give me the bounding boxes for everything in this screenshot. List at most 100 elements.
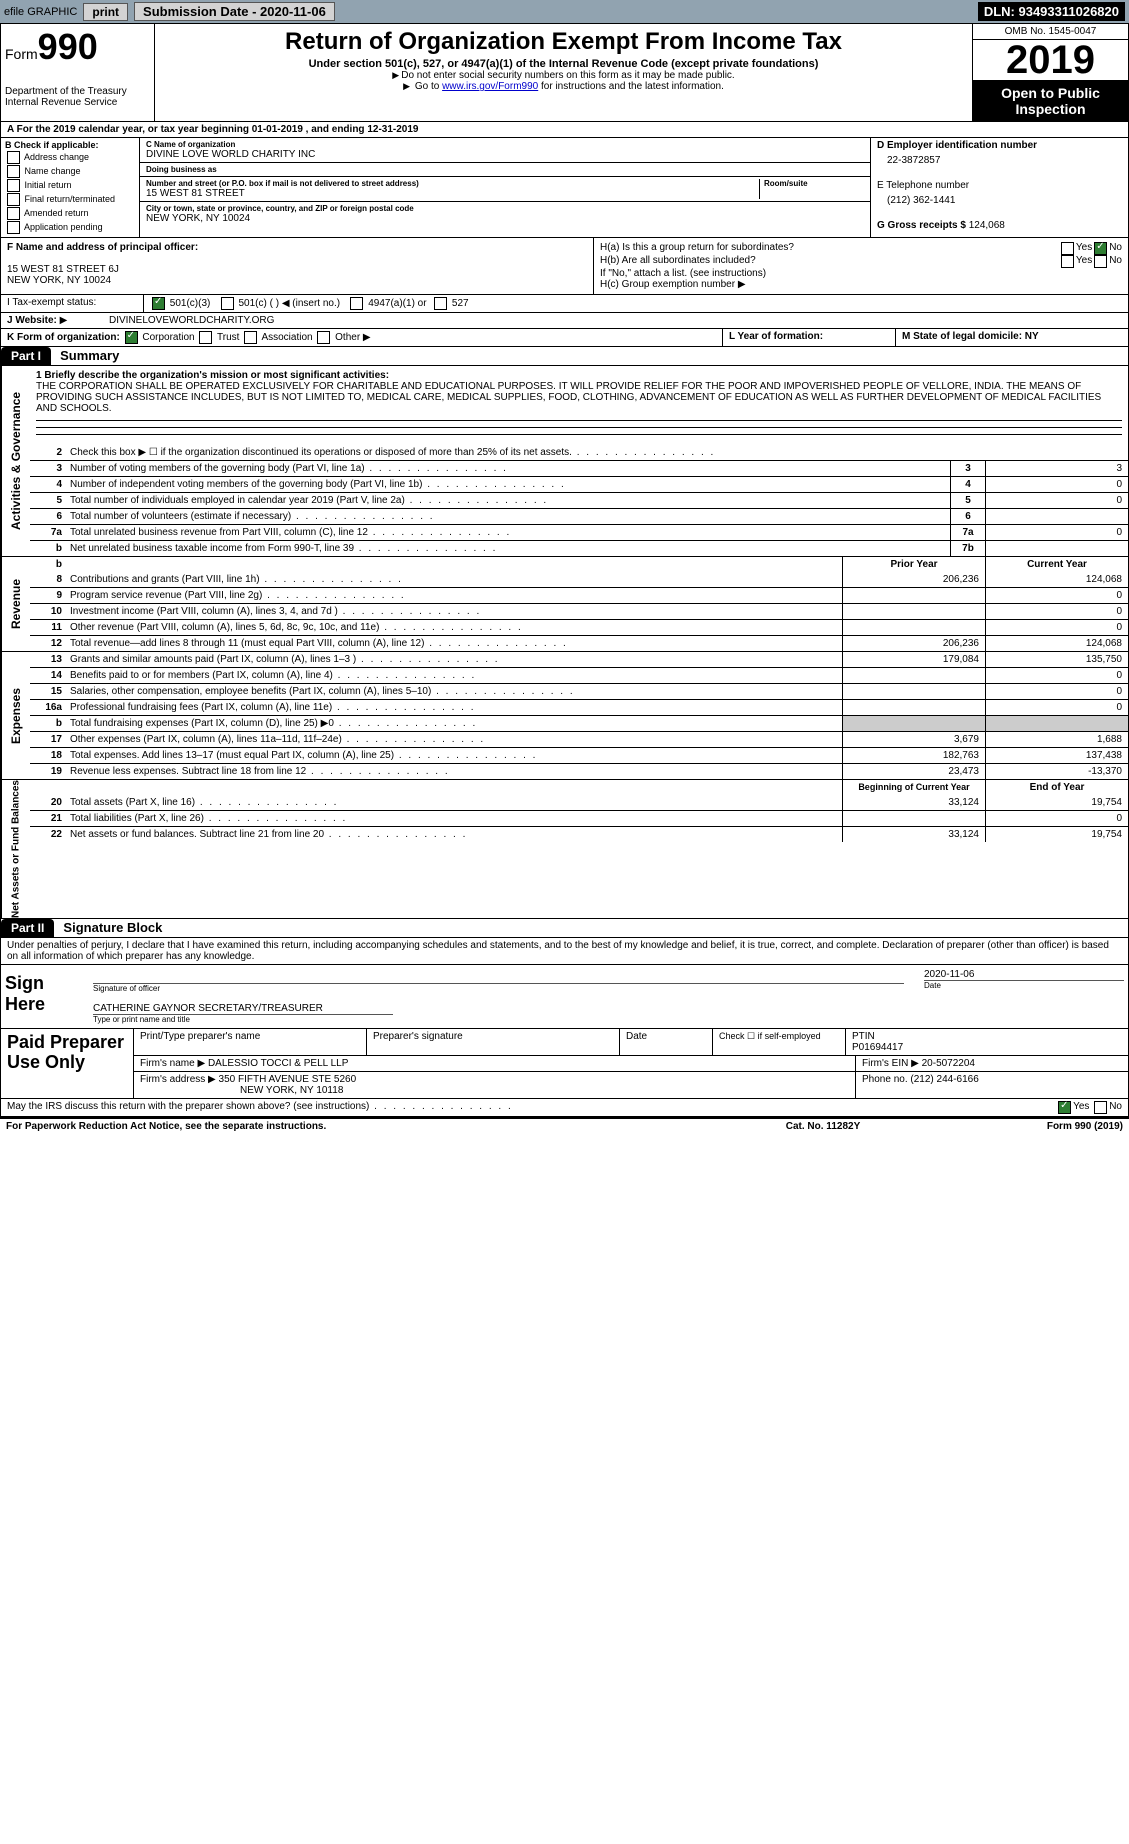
chk-corp[interactable] [125, 331, 138, 344]
mission-text: THE CORPORATION SHALL BE OPERATED EXCLUS… [36, 381, 1101, 414]
chk-address[interactable]: Address change [5, 151, 135, 164]
chk-assoc[interactable] [244, 331, 257, 344]
chk-4947[interactable] [350, 297, 363, 310]
section-a: A For the 2019 calendar year, or tax yea… [0, 122, 1129, 138]
i-label: I Tax-exempt status: [1, 295, 144, 312]
street-label: Number and street (or P.O. box if mail i… [146, 179, 759, 188]
footer-mid: Cat. No. 11282Y [723, 1121, 923, 1132]
hc-label: H(c) Group exemption number [600, 279, 735, 290]
ein-label: D Employer identification number [877, 140, 1037, 151]
gov-line: 7aTotal unrelated business revenue from … [30, 524, 1128, 540]
section-i: I Tax-exempt status: 501(c)(3) 501(c) ( … [0, 295, 1129, 313]
website-value: DIVINELOVEWORLDCHARITY.ORG [103, 313, 280, 328]
part1-title: Summary [54, 348, 119, 363]
firm-addr-lbl: Firm's address ▶ [140, 1074, 216, 1085]
exp-line: 16aProfessional fundraising fees (Part I… [30, 699, 1128, 715]
gov-line: 5Total number of individuals employed in… [30, 492, 1128, 508]
chk-501c[interactable] [221, 297, 234, 310]
section-fh: F Name and address of principal officer:… [0, 238, 1129, 295]
column-b: B Check if applicable: Address change Na… [1, 138, 140, 237]
section-h: H(a) Is this a group return for subordin… [594, 238, 1128, 294]
tab-exp: Expenses [1, 652, 30, 779]
sign-here-label: Sign Here [1, 965, 89, 1028]
f-addr2: NEW YORK, NY 10024 [7, 275, 111, 286]
header-right: OMB No. 1545-0047 2019 Open to Public In… [972, 24, 1128, 121]
chk-501c3[interactable] [152, 297, 165, 310]
rev-line: 12Total revenue—add lines 8 through 11 (… [30, 635, 1128, 651]
chk-name[interactable]: Name change [5, 165, 135, 178]
sig-date: 2020-11-06 [924, 969, 1124, 980]
h-note: If "No," attach a list. (see instruction… [600, 268, 1122, 279]
ein-value: 22-3872857 [887, 155, 1122, 166]
efile-label: efile GRAPHIC [4, 6, 77, 18]
k-label: K Form of organization: [7, 332, 120, 343]
hb-yes[interactable] [1061, 255, 1074, 268]
form-title: Return of Organization Exempt From Incom… [161, 28, 966, 56]
column-c: C Name of organization DIVINE LOVE WORLD… [140, 138, 870, 237]
rev-line: 8Contributions and grants (Part VIII, li… [30, 572, 1128, 587]
gov-line: 3Number of voting members of the governi… [30, 460, 1128, 476]
summary-net: Net Assets or Fund Balances Beginning of… [0, 780, 1129, 919]
ptin-val: P01694417 [852, 1042, 903, 1053]
net-line: 20Total assets (Part X, line 16)33,12419… [30, 795, 1128, 810]
firm-addr-val2: NEW YORK, NY 10118 [240, 1085, 343, 1096]
chk-527[interactable] [434, 297, 447, 310]
section-f: F Name and address of principal officer:… [1, 238, 594, 294]
tab-rev: Revenue [1, 557, 30, 651]
chk-other[interactable] [317, 331, 330, 344]
rev-line: 10Investment income (Part VIII, column (… [30, 603, 1128, 619]
dept-label: Department of the Treasury Internal Reve… [5, 86, 150, 108]
prep-self-lbl: Check ☐ if self-employed [712, 1029, 845, 1055]
chk-final[interactable]: Final return/terminated [5, 193, 135, 206]
city-value: NEW YORK, NY 10024 [146, 213, 864, 224]
chk-trust[interactable] [199, 331, 212, 344]
net-line: 21Total liabilities (Part X, line 26)0 [30, 810, 1128, 826]
discuss-yes[interactable] [1058, 1101, 1071, 1114]
dba-label: Doing business as [146, 165, 864, 174]
exp-line: 19Revenue less expenses. Subtract line 1… [30, 763, 1128, 779]
hdr-end: End of Year [985, 780, 1128, 795]
rev-line: 9Program service revenue (Part VIII, lin… [30, 587, 1128, 603]
irs-link[interactable]: www.irs.gov/Form990 [442, 81, 538, 92]
firm-ein-lbl: Firm's EIN ▶ [862, 1058, 919, 1069]
chk-amended[interactable]: Amended return [5, 207, 135, 220]
mission-label: 1 Briefly describe the organization's mi… [36, 370, 389, 381]
section-klm: K Form of organization: Corporation Trus… [0, 329, 1129, 347]
header-left: Form990 Department of the Treasury Inter… [1, 24, 155, 121]
exp-line: 18Total expenses. Add lines 13–17 (must … [30, 747, 1128, 763]
preparer-label: Paid Preparer Use Only [1, 1029, 133, 1098]
tax-year: 2019 [973, 40, 1128, 81]
ha-yes[interactable] [1061, 242, 1074, 255]
hdr-current: Current Year [985, 557, 1128, 572]
f-label: F Name and address of principal officer: [7, 242, 198, 253]
dln-label: DLN: 93493311026820 [978, 2, 1125, 21]
sig-officer-line: Signature of officer [93, 983, 904, 993]
m-label: M State of legal domicile: NY [902, 331, 1039, 342]
footer-left: For Paperwork Reduction Act Notice, see … [6, 1121, 723, 1132]
room-label: Room/suite [764, 179, 864, 188]
discuss-q: May the IRS discuss this return with the… [7, 1101, 1056, 1114]
sig-name: CATHERINE GAYNOR SECRETARY/TREASURER [93, 1003, 1124, 1014]
part2-title: Signature Block [57, 920, 162, 935]
print-button[interactable]: print [83, 3, 128, 21]
date-label: Date [924, 980, 1124, 990]
discuss-row: May the IRS discuss this return with the… [0, 1099, 1129, 1117]
firm-ein-val: 20-5072204 [922, 1058, 975, 1069]
firm-phone-lbl: Phone no. [862, 1074, 908, 1085]
hb-no[interactable] [1094, 255, 1107, 268]
ha-no[interactable] [1094, 242, 1107, 255]
submission-date: Submission Date - 2020-11-06 [134, 2, 335, 21]
header-middle: Return of Organization Exempt From Incom… [155, 24, 972, 121]
phone-label: E Telephone number [877, 180, 1122, 191]
prep-name-lbl: Print/Type preparer's name [133, 1029, 366, 1055]
exp-line: 15Salaries, other compensation, employee… [30, 683, 1128, 699]
chk-initial[interactable]: Initial return [5, 179, 135, 192]
chk-pending[interactable]: Application pending [5, 221, 135, 234]
part2-header: Part II [1, 919, 54, 937]
hdr-prior: Prior Year [842, 557, 985, 572]
firm-phone-val: (212) 244-6166 [910, 1074, 978, 1085]
form-label: Form [5, 46, 38, 62]
firm-name-lbl: Firm's name ▶ [140, 1058, 205, 1069]
discuss-no[interactable] [1094, 1101, 1107, 1114]
phone-value: (212) 362-1441 [887, 195, 1122, 206]
